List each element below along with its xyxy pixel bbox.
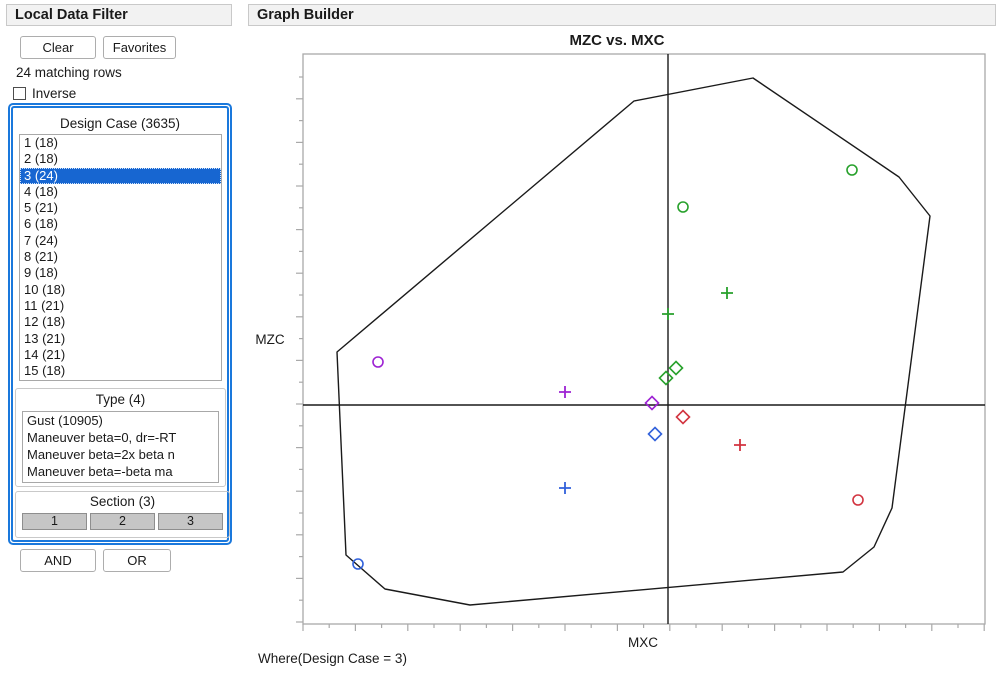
list-item[interactable]: 15 (18) <box>24 363 66 379</box>
section-button-2[interactable]: 2 <box>90 513 155 530</box>
list-item[interactable]: 1 (18) <box>24 135 58 150</box>
list-item[interactable]: Gust (10905) <box>27 413 103 428</box>
scatter-point-diamond-red[interactable] <box>675 409 691 425</box>
graph-builder-header[interactable]: Graph Builder <box>248 4 996 26</box>
list-item[interactable]: 7 (24) <box>24 232 58 248</box>
section-button-1[interactable]: 1 <box>22 513 87 530</box>
scatter-point-circle-green[interactable] <box>846 164 858 176</box>
list-item[interactable]: 10 (18) <box>24 281 66 297</box>
scatter-point-plus-green[interactable] <box>662 308 674 320</box>
inverse-checkbox-label: Inverse <box>32 86 77 101</box>
inverse-checkbox[interactable] <box>13 87 26 100</box>
chart-title: MZC vs. MXC <box>569 32 665 49</box>
type-group-title: Type (4) <box>95 392 146 407</box>
favorites-button[interactable]: Favorites <box>103 36 176 59</box>
list-item[interactable]: Maneuver beta=-beta ma <box>27 464 173 479</box>
section-group-title: Section (3) <box>89 494 156 509</box>
list-item[interactable]: 5 (21) <box>24 200 58 216</box>
scatter-point-diamond-purple[interactable] <box>644 395 660 411</box>
scatter-point-plus-purple[interactable] <box>559 386 571 398</box>
list-item[interactable]: 3 (24) <box>20 167 221 184</box>
y-axis-label: MZC <box>255 332 285 347</box>
list-item[interactable]: 8 (21) <box>24 249 58 265</box>
list-item[interactable]: 12 (18) <box>24 314 66 330</box>
and-button[interactable]: AND <box>20 549 96 572</box>
design-case-listbox: 1 (18) 2 (18) 3 (24) 4 (18) 5 (21) 6 (18… <box>19 134 222 381</box>
type-listbox: Gust (10905) Maneuver beta=0, dr=-RT Man… <box>22 411 219 483</box>
scatter-point-circle-green[interactable] <box>677 201 689 213</box>
list-item[interactable]: 6 (18) <box>24 216 58 232</box>
list-item[interactable]: 9 (18) <box>24 265 58 281</box>
section-button-row: 1 2 3 <box>22 513 223 530</box>
list-item[interactable]: 11 (21) <box>24 297 65 313</box>
section-group-box: Section (3) 1 2 3 <box>15 491 230 538</box>
plot-frame <box>302 53 986 625</box>
list-item[interactable]: 13 (21) <box>24 330 66 346</box>
list-item[interactable]: Maneuver beta=0, dr=-RT <box>27 430 177 445</box>
local-data-filter-header[interactable]: Local Data Filter <box>6 4 232 26</box>
where-clause-text: Where(Design Case = 3) <box>258 651 407 666</box>
scatter-point-diamond-green[interactable] <box>668 360 684 376</box>
list-item[interactable]: Maneuver beta=2x beta n <box>27 447 175 462</box>
envelope-polygon <box>336 77 931 606</box>
x-axis-label: MXC <box>628 635 658 650</box>
scatter-point-circle-purple[interactable] <box>372 356 384 368</box>
type-group-box: Type (4) Gust (10905) Maneuver beta=0, d… <box>15 388 226 487</box>
scatter-point-plus-blue[interactable] <box>559 482 571 494</box>
matching-rows-text: 24 matching rows <box>16 65 122 80</box>
section-button-3[interactable]: 3 <box>158 513 223 530</box>
scatter-point-plus-red[interactable] <box>734 439 746 451</box>
scatter-point-diamond-green[interactable] <box>658 370 674 386</box>
clear-button[interactable]: Clear <box>20 36 96 59</box>
list-item[interactable]: 2 (18) <box>24 151 58 167</box>
list-item[interactable]: 14 (21) <box>24 346 66 362</box>
scatter-point-diamond-blue[interactable] <box>647 426 663 442</box>
scatter-point-plus-green[interactable] <box>721 287 733 299</box>
scatter-point-circle-red[interactable] <box>852 494 864 506</box>
design-case-group-title: Design Case (3635) <box>59 116 181 131</box>
list-item[interactable]: 4 (18) <box>24 183 58 199</box>
or-button[interactable]: OR <box>103 549 171 572</box>
filter-group-panel: Design Case (3635) 1 (18) 2 (18) 3 (24) … <box>8 103 232 545</box>
scatter-point-circle-blue[interactable] <box>352 558 364 570</box>
